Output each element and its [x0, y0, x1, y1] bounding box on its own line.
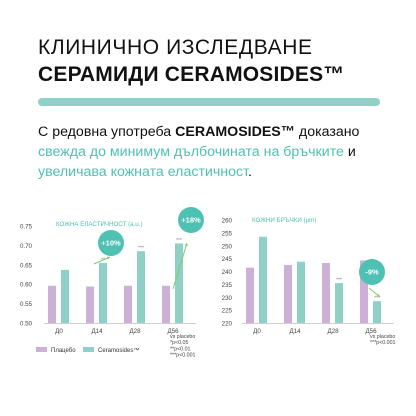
bar-ceramosides [297, 261, 305, 323]
claim-text-4: . [248, 164, 252, 180]
y-tick-label: 250 [222, 243, 233, 250]
footnote-left: *p<0.05 [170, 340, 188, 346]
footnote-right: vs placebo [370, 334, 395, 340]
bar-placebo [162, 285, 170, 323]
y-tick-label: 0.50 [20, 321, 33, 328]
claim-brand: CERAMOSIDES™ [175, 124, 295, 140]
x-tick-label: Д28 [129, 328, 141, 335]
chart-title: КОЖНИ БРЪЧКИ (µm) [252, 217, 316, 224]
claim-text-3: и [343, 144, 356, 160]
x-tick-label: Д14 [91, 328, 103, 335]
accent-divider [38, 98, 380, 106]
x-tick-label: Д14 [289, 328, 301, 335]
significance-marker: *** [176, 238, 182, 244]
x-tick-label: Д56 [365, 328, 377, 335]
claim-paragraph: С редовна употреба CERAMOSIDES™ доказано… [38, 122, 388, 182]
footnote-left: ***p<0.001 [170, 353, 196, 359]
claim-highlight-wrinkles: свежда до минимум дълбочината на бръчкит… [38, 144, 344, 160]
page-title-line1: КЛИНИЧНО ИЗСЛЕДВАНЕ [38, 36, 313, 59]
significance-marker: *** [138, 246, 144, 252]
trend-arrow-head [184, 243, 188, 247]
callout-badge [359, 259, 385, 285]
bar-placebo [246, 267, 254, 323]
trend-arrow-line [93, 256, 111, 265]
x-tick-label: Д0 [55, 328, 63, 335]
y-tick-label: 230 [222, 295, 233, 302]
y-tick-label: 245 [222, 256, 233, 263]
y-tick-label: 0.55 [20, 301, 33, 308]
page-title-line2: СЕРАМИДИ CERAMOSIDES™ [38, 63, 345, 86]
claim-text-2: доказано [294, 124, 360, 140]
claim-highlight-elasticity: увеличава кожната еластичност [38, 164, 248, 180]
callout-label: +10% [101, 239, 121, 248]
trend-arrow-head [376, 294, 380, 297]
bar-ceramosides [99, 262, 107, 323]
bar-ceramosides [137, 251, 145, 323]
callout-label: +18% [181, 216, 201, 225]
trend-arrow-head [106, 256, 110, 260]
bar-placebo [86, 286, 94, 323]
footnote-left: **p<0.01 [170, 346, 191, 352]
bar-ceramosides [335, 283, 343, 323]
y-tick-label: 0.70 [20, 243, 33, 250]
legend-label-ceramosides: Ceramosides™ [98, 347, 139, 354]
significance-marker: *** [374, 296, 380, 302]
callout-badge [178, 207, 204, 233]
footnote-right: ***p<0.001 [370, 340, 396, 346]
callout-label: -9% [365, 268, 379, 277]
y-tick-label: 235 [222, 282, 233, 289]
y-tick-label: 0.75 [20, 224, 33, 231]
bar-placebo [48, 285, 56, 323]
x-tick-label: Д0 [253, 328, 261, 335]
y-tick-label: 0.60 [20, 282, 33, 289]
y-tick-label: 0.65 [20, 262, 33, 269]
callout-badge [98, 230, 124, 256]
legend-swatch-ceramosides [83, 347, 94, 352]
bar-ceramosides [259, 236, 267, 323]
legend-label-placebo: Плацебо [51, 348, 76, 354]
bar-placebo [322, 263, 330, 323]
footnote-left: vs placebo [170, 334, 195, 340]
trend-arrow-line [172, 242, 188, 290]
bar-ceramosides [61, 269, 69, 323]
bar-placebo [124, 285, 132, 323]
bar-placebo [360, 260, 368, 323]
x-tick-label: Д56 [167, 328, 179, 335]
bar-ceramosides [373, 301, 381, 323]
y-tick-label: 220 [222, 321, 233, 328]
y-tick-label: 260 [222, 218, 233, 225]
claim-text-1: С редовна употреба [38, 124, 176, 140]
y-tick-label: 240 [222, 269, 233, 276]
x-tick-label: Д28 [327, 328, 339, 335]
chart-title: КОЖНА ЕЛАСТИЧНОСТ (a.u.) [56, 221, 143, 228]
bar-placebo [284, 265, 292, 323]
significance-marker: *** [336, 278, 342, 284]
bar-ceramosides [175, 243, 183, 323]
y-tick-label: 225 [222, 308, 233, 315]
y-tick-label: 255 [222, 230, 233, 237]
legend-swatch-placebo [36, 347, 47, 352]
